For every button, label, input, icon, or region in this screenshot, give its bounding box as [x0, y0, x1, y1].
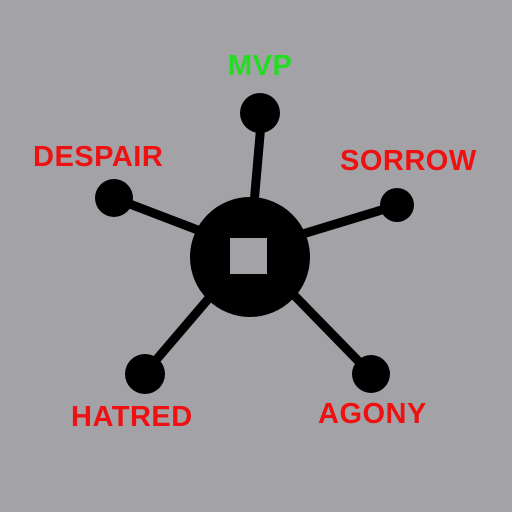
node-label-despair: DESPAIR	[33, 141, 164, 173]
node-label-hatred: HATRED	[71, 401, 193, 433]
node-agony	[352, 355, 390, 393]
node-hatred	[125, 354, 165, 394]
node-mvp	[240, 93, 280, 133]
node-despair	[95, 179, 133, 217]
hub-center-square	[230, 238, 267, 274]
node-label-mvp: MVP	[228, 50, 293, 82]
node-label-agony: AGONY	[318, 398, 427, 430]
node-sorrow	[380, 188, 414, 222]
node-label-sorrow: SORROW	[340, 145, 477, 177]
